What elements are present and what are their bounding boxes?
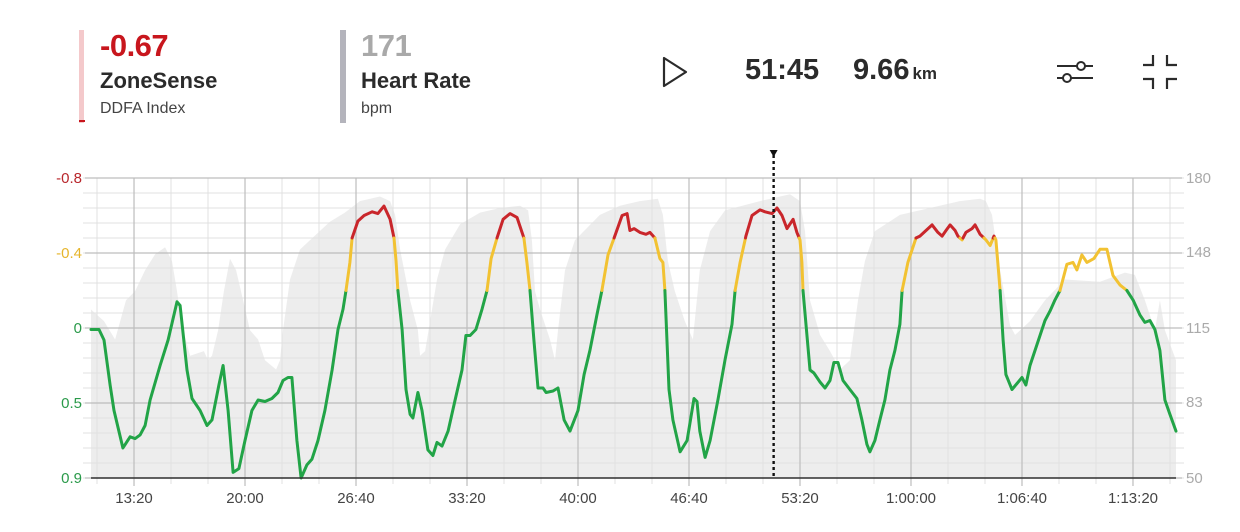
- chart-settings-button[interactable]: [1055, 58, 1095, 91]
- zonesense-segment-yellow: [733, 236, 747, 292]
- zonesense-segment-green: [528, 289, 604, 433]
- heart-rate-value: 171: [361, 28, 412, 63]
- zonesense-segment-green: [998, 289, 1062, 391]
- zonesense-segment-yellow: [485, 236, 499, 292]
- distance: 9.66 km: [853, 54, 937, 87]
- zonesense-segment-yellow: [600, 236, 616, 292]
- x-tick-label: 33:20: [448, 490, 486, 507]
- zonesense-line: [89, 204, 1178, 480]
- heart-rate-title: Heart Rate: [361, 68, 472, 93]
- zonesense-value: -0.67: [100, 28, 169, 63]
- play-button[interactable]: [660, 56, 690, 88]
- zonesense-subtitle: DDFA Index: [100, 100, 186, 117]
- x-tick-label: 46:40: [670, 490, 708, 507]
- zonesense-segment-green: [396, 289, 489, 457]
- zonesense-segment-yellow: [797, 236, 805, 292]
- zonesense-segment-red: [350, 204, 396, 240]
- play-icon: [662, 56, 688, 88]
- left-axis-tick-label: -0.8: [56, 170, 82, 187]
- distance-unit: km: [912, 64, 938, 83]
- zonesense-segment-red: [495, 212, 526, 240]
- axes: 13:20 20:00 26:40 33:20 40:00 46:40 53:20 1:00:…: [56, 170, 1211, 507]
- zonesense-segment-green: [89, 289, 348, 480]
- heart-rate-area-fill: [91, 194, 1176, 478]
- left-axis-tick-label: 0.9: [61, 470, 82, 487]
- zonesense-segment-yellow: [392, 236, 400, 292]
- zonesense-segment-red: [612, 212, 657, 240]
- zonesense-segment-yellow: [993, 236, 1002, 292]
- x-tick-label: 13:20: [115, 490, 153, 507]
- zonesense-level-marker: [79, 120, 85, 122]
- zonesense-segment-green: [1125, 289, 1178, 433]
- zonesense-segment-yellow: [344, 236, 354, 292]
- x-tick-label: 53:20: [781, 490, 819, 507]
- distance-value: 9.66: [853, 54, 910, 86]
- exit-fullscreen-button[interactable]: [1141, 54, 1179, 97]
- sliders-icon: [1057, 61, 1093, 83]
- heart-rate-level-bar: [340, 30, 346, 123]
- left-axis-tick-label: -0.4: [56, 245, 82, 262]
- heart-rate-area: [91, 194, 1176, 478]
- zonesense-segment-yellow: [900, 236, 918, 292]
- zonesense-segment-yellow: [522, 236, 532, 292]
- zonesense-level-bar: [79, 30, 84, 123]
- left-axis-tick-label: 0.5: [61, 395, 82, 412]
- cursor-marker-icon[interactable]: [769, 150, 778, 157]
- x-tick-label: 1:00:00: [886, 490, 936, 507]
- zonesense-segment-red: [914, 223, 962, 240]
- zonesense-title: ZoneSense: [100, 68, 218, 93]
- zonesense-segment-yellow: [653, 236, 667, 292]
- zonesense-segment-green: [801, 289, 904, 454]
- zonesense-segment-green: [663, 289, 737, 459]
- x-tick-label: 20:00: [226, 490, 264, 507]
- heart-rate-unit: bpm: [361, 100, 393, 117]
- right-axis-tick-label: 115: [1186, 320, 1210, 337]
- x-tick-label: 1:13:20: [1108, 490, 1158, 507]
- right-axis-tick-label: 180: [1186, 170, 1211, 187]
- right-axis-tick-label: 50: [1186, 470, 1203, 487]
- elapsed-time: 51:45: [745, 54, 820, 86]
- time-cursor[interactable]: [769, 150, 778, 478]
- x-tick-label: 40:00: [559, 490, 597, 507]
- left-axis-tick-label: 0: [74, 320, 82, 337]
- right-axis-tick-label: 148: [1186, 244, 1211, 261]
- x-tick-label: 1:06:40: [997, 490, 1047, 507]
- zonesense-segment-red: [961, 223, 986, 240]
- zonesense-segment-yellow: [982, 236, 995, 247]
- collapse-icon: [1143, 55, 1177, 89]
- right-axis-tick-label: 83: [1186, 394, 1203, 411]
- zonesense-segment-yellow: [1058, 247, 1129, 292]
- x-tick-label: 26:40: [337, 490, 375, 507]
